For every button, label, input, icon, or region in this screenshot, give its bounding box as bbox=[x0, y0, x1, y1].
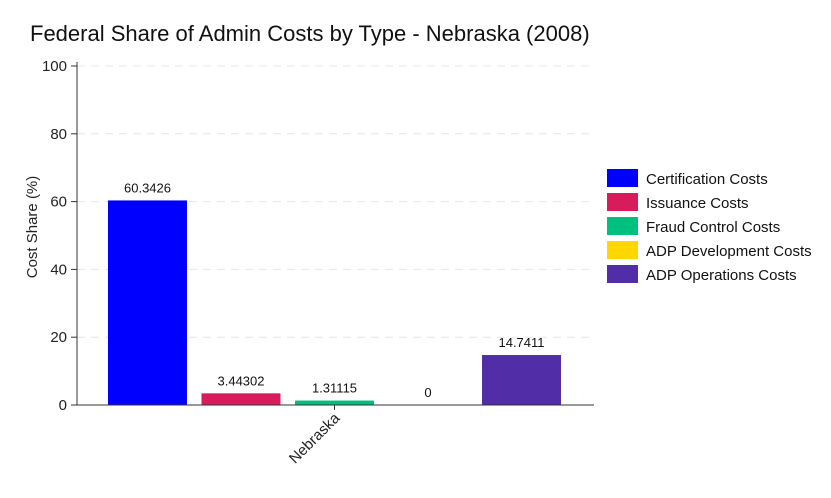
legend: Certification Costs Issuance Costs Fraud C… bbox=[607, 169, 812, 284]
y-axis-ticks: 0 20 40 60 80 100 bbox=[42, 58, 77, 414]
legend-swatch bbox=[607, 265, 638, 283]
y-tick-label: 60 bbox=[50, 194, 67, 211]
chart-title: Federal Share of Admin Costs by Type - N… bbox=[30, 21, 590, 46]
bar bbox=[201, 393, 281, 405]
bar bbox=[482, 355, 561, 405]
legend-label: Certification Costs bbox=[646, 171, 768, 188]
y-axis-label: Cost Share (%) bbox=[24, 176, 41, 279]
data-labels: 60.3426 3.44302 1.31115 0 14.7411 bbox=[124, 180, 545, 400]
y-tick-label: 100 bbox=[42, 58, 67, 75]
x-axis-ticks: Nebraska bbox=[286, 405, 344, 467]
legend-label: ADP Operations Costs bbox=[646, 267, 797, 284]
legend-label: Fraud Control Costs bbox=[646, 219, 780, 236]
bar-value-label: 3.44302 bbox=[218, 373, 265, 388]
legend-swatch bbox=[607, 193, 638, 211]
bar-value-label: 0 bbox=[424, 385, 431, 400]
bar bbox=[108, 200, 187, 405]
x-tick-label: Nebraska bbox=[286, 409, 344, 467]
legend-swatch bbox=[607, 241, 638, 259]
bar-value-label: 1.31115 bbox=[312, 381, 357, 396]
y-tick-label: 20 bbox=[50, 329, 67, 346]
y-tick-label: 80 bbox=[50, 126, 67, 143]
bar bbox=[295, 400, 374, 405]
y-tick-label: 0 bbox=[59, 397, 67, 414]
legend-label: Issuance Costs bbox=[646, 195, 749, 212]
legend-swatch bbox=[607, 217, 638, 235]
bars bbox=[108, 200, 561, 405]
legend-swatch bbox=[607, 169, 638, 187]
legend-label: ADP Development Costs bbox=[646, 243, 812, 260]
y-tick-label: 40 bbox=[50, 261, 67, 278]
bar-value-label: 14.7411 bbox=[498, 335, 544, 350]
bar-value-label: 60.3426 bbox=[124, 180, 171, 195]
